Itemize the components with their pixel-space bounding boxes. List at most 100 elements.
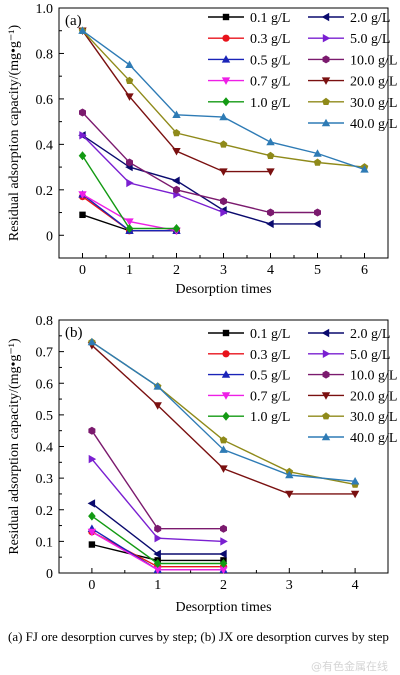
- y-tick-label: 0.6: [36, 377, 54, 392]
- data-point: [266, 151, 275, 159]
- legend-entry: 20.0 g/L: [308, 389, 397, 404]
- legend-label: 10.0 g/L: [350, 53, 397, 68]
- x-tick-label: 0: [79, 263, 86, 278]
- legend-entry: 0.1 g/L: [208, 327, 290, 342]
- data-point: [88, 541, 96, 548]
- legend-marker: [321, 392, 331, 400]
- x-tick-label: 5: [314, 263, 321, 278]
- legend-marker: [222, 329, 230, 337]
- data-point: [219, 445, 228, 453]
- data-point: [219, 559, 228, 568]
- legend-marker: [221, 370, 231, 378]
- series-20-0-g-L: [87, 342, 360, 499]
- data-point: [314, 208, 321, 217]
- panel-label: (b): [65, 325, 83, 341]
- x-tick-label: 2: [220, 578, 227, 593]
- legend-label: 30.0 g/L: [350, 96, 397, 111]
- chart-panel-a: 0 1 2 3 4 5 6 0 0.2 0.4 0.6 0.8 1.0 Desorption times R…: [7, 2, 397, 297]
- data-point: [153, 549, 161, 559]
- x-tick-label: 4: [267, 263, 274, 278]
- series-30-0-g-L: [78, 26, 369, 171]
- data-point: [266, 168, 275, 176]
- data-point: [360, 165, 369, 173]
- data-point: [153, 402, 162, 410]
- legend-marker: [222, 97, 230, 107]
- legend-entry: 10.0 g/L: [308, 53, 397, 68]
- panel-label: (a): [65, 13, 82, 29]
- data-point: [219, 549, 227, 559]
- x-tick-label: 2: [173, 263, 180, 278]
- data-point: [172, 224, 181, 233]
- data-point: [220, 208, 228, 217]
- y-tick-label: 0.4: [36, 138, 54, 153]
- legend-entry: 0.1 g/L: [208, 11, 290, 26]
- data-point: [285, 490, 294, 499]
- legend-label: 0.5 g/L: [250, 369, 290, 384]
- figure-caption: (a) FJ ore desorption curves by step; (b…: [8, 629, 389, 644]
- legend-label: 30.0 g/L: [350, 410, 397, 425]
- legend-entry: 1.0 g/L: [208, 96, 290, 111]
- data-point: [219, 168, 228, 176]
- legend-marker: [221, 77, 231, 85]
- series-5-0-g-L: [88, 454, 228, 546]
- legend-marker: [322, 349, 331, 358]
- legend-label: 40.0 g/L: [350, 117, 397, 132]
- legend-label: 5.0 g/L: [350, 32, 390, 47]
- legend-entry: 30.0 g/L: [308, 96, 397, 111]
- data-point: [220, 524, 227, 533]
- series-10-0-g-L: [88, 426, 227, 533]
- y-tick-label: 0: [46, 567, 53, 582]
- data-point: [219, 465, 228, 473]
- series-30-0-g-L: [88, 338, 359, 488]
- legend-marker: [222, 34, 230, 42]
- data-point: [125, 218, 134, 226]
- legend-entry: 0.7 g/L: [208, 389, 290, 404]
- data-point: [78, 26, 87, 34]
- chart-panel-b: 0 1 2 3 4 0 0.1 0.2 0.3 0.4 0.5 0.6 0.7 0.8 Desorption…: [7, 314, 397, 615]
- legend-label: 40.0 g/L: [350, 431, 397, 446]
- legend-marker: [221, 55, 231, 63]
- legend-entry: 40.0 g/L: [308, 431, 397, 446]
- y-tick-label: 0.8: [36, 314, 54, 329]
- data-point: [125, 60, 134, 68]
- data-point: [88, 511, 96, 521]
- legend-label: 5.0 g/L: [350, 348, 390, 363]
- legend-marker: [321, 77, 331, 85]
- legend-entry: 0.3 g/L: [208, 348, 290, 363]
- data-point: [78, 151, 87, 161]
- legend-entry: 5.0 g/L: [308, 32, 390, 47]
- legend-label: 0.7 g/L: [250, 75, 290, 90]
- data-point: [313, 219, 321, 229]
- data-point: [285, 470, 294, 479]
- legend-label: 1.0 g/L: [250, 410, 290, 425]
- data-point: [313, 158, 322, 166]
- data-point: [220, 197, 227, 206]
- legend-label: 10.0 g/L: [350, 369, 397, 384]
- data-point: [79, 211, 86, 219]
- x-tick-label: 1: [126, 263, 133, 278]
- data-point: [219, 112, 228, 121]
- legend-entry: 10.0 g/L: [308, 369, 397, 384]
- legend-marker: [321, 328, 330, 338]
- y-tick-label: 0.3: [36, 472, 54, 487]
- data-point: [88, 426, 96, 435]
- data-point: [78, 191, 87, 199]
- legend-entry: 40.0 g/L: [308, 117, 397, 132]
- series-10-0-g-L: [79, 108, 321, 217]
- data-point: [153, 559, 162, 568]
- data-point: [153, 382, 162, 390]
- data-point: [126, 158, 133, 167]
- data-point: [87, 528, 97, 537]
- legend-entry: 5.0 g/L: [308, 348, 390, 363]
- data-point: [87, 337, 97, 346]
- y-axis-label: Residual adsorption capacity/(mg•g⁻¹): [7, 25, 22, 242]
- data-point: [125, 76, 134, 84]
- data-point: [79, 108, 86, 117]
- data-point: [125, 93, 134, 101]
- data-point: [88, 454, 97, 464]
- data-point: [313, 149, 322, 157]
- y-tick-label: 0.8: [36, 47, 54, 62]
- legend-entry: 20.0 g/L: [308, 75, 397, 90]
- legend-label: 0.1 g/L: [250, 11, 290, 26]
- legend-entry: 1.0 g/L: [208, 410, 290, 425]
